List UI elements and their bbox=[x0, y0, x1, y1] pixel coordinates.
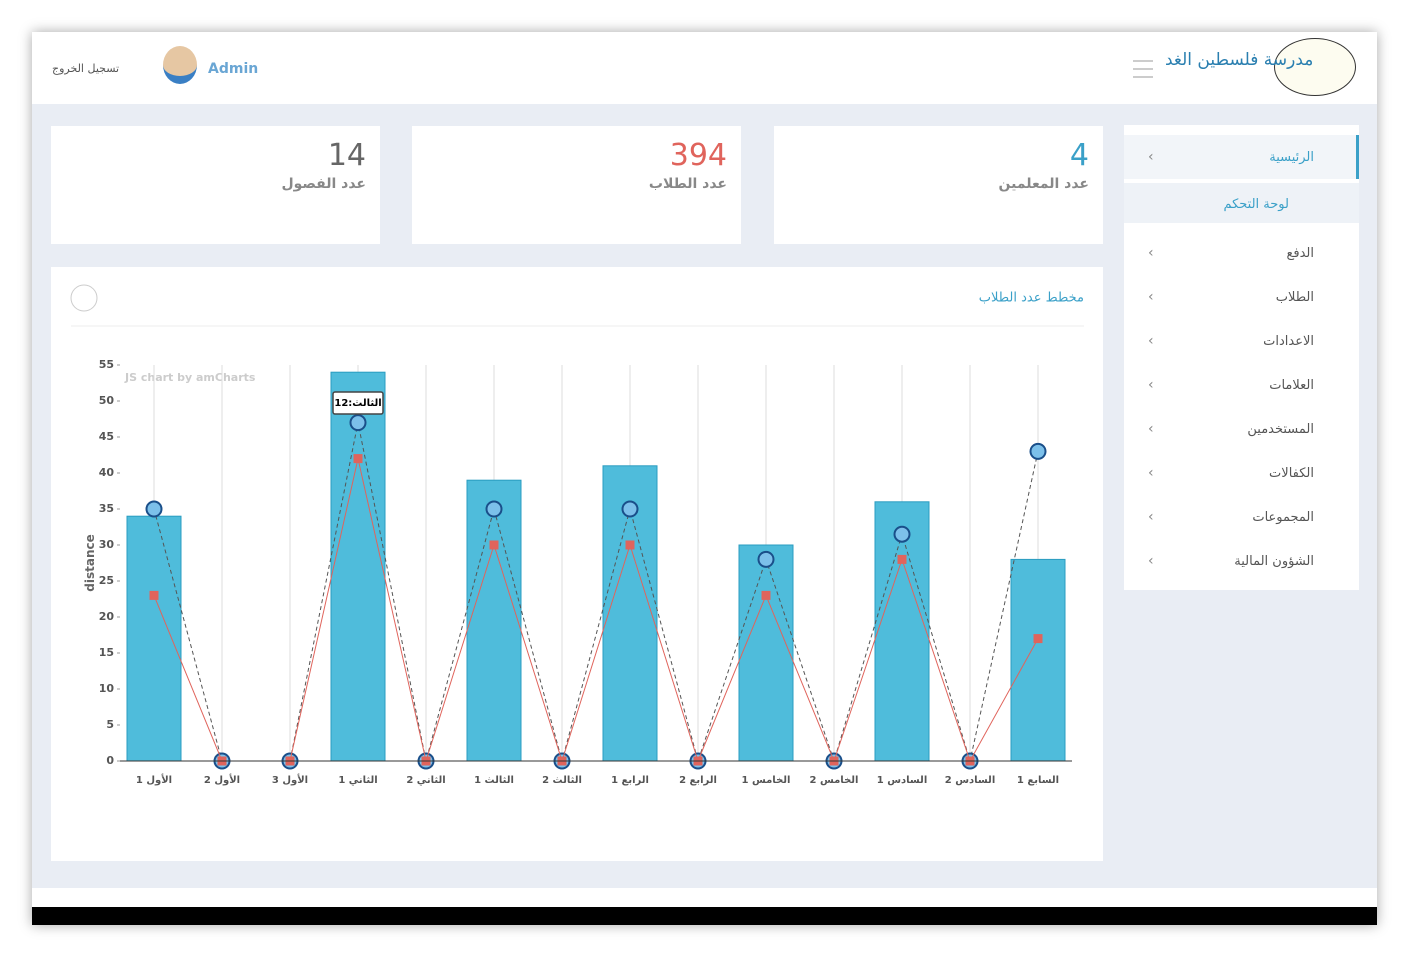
chevron: ‹ bbox=[1148, 289, 1154, 305]
bar bbox=[466, 479, 522, 762]
x-tick-label: الثالث 2 bbox=[542, 775, 582, 786]
user-avatar bbox=[163, 46, 197, 84]
school-name: مدرسة فلسطين الغد bbox=[1165, 50, 1314, 70]
tooltip-box bbox=[332, 391, 384, 415]
point bbox=[621, 500, 639, 518]
point bbox=[1029, 442, 1047, 460]
y-tick-label: 25 bbox=[99, 574, 114, 587]
point bbox=[349, 414, 367, 432]
bar bbox=[330, 371, 386, 762]
logout-link[interactable]: تسجيل الخروج bbox=[52, 62, 120, 75]
menu-item[interactable]: العلامات bbox=[1269, 378, 1314, 393]
chart: مخطط عدد الطلاب JS chart by amCharts dis… bbox=[70, 284, 1084, 786]
point bbox=[897, 554, 907, 564]
point bbox=[893, 525, 911, 543]
stat-card: 14 عدد الفصول bbox=[51, 126, 380, 244]
active-item-bg bbox=[1124, 135, 1359, 179]
footer-bar bbox=[32, 907, 1377, 925]
bar bbox=[738, 544, 794, 762]
stat-card: 4 عدد المعلمين bbox=[774, 126, 1103, 244]
point bbox=[353, 454, 363, 464]
sidebar: الرئيسية لوحة التحكم الدفع الطلاب الاعدا… bbox=[1124, 125, 1359, 590]
chevron: ‹ bbox=[1148, 377, 1154, 393]
point bbox=[485, 500, 503, 518]
y-tick-label: 15 bbox=[99, 646, 114, 659]
bar bbox=[874, 501, 930, 762]
x-tick-label: الثاني 1 bbox=[338, 775, 377, 786]
point bbox=[489, 540, 499, 550]
chart-panel: مخطط عدد الطلاب JS chart by amCharts dis… bbox=[51, 267, 1103, 861]
point bbox=[761, 590, 771, 600]
x-tick-label: الأول 1 bbox=[136, 773, 172, 786]
x-tick-label: الثاني 2 bbox=[406, 775, 445, 786]
menu-item[interactable]: الرئيسية bbox=[1269, 150, 1314, 165]
x-tick-label: الأول 3 bbox=[272, 773, 308, 786]
x-tick-label: الرابع 2 bbox=[679, 775, 717, 786]
chevron: ‹ bbox=[1148, 509, 1154, 525]
y-tick-label: 50 bbox=[99, 394, 115, 407]
menu-item[interactable]: الشؤون المالية bbox=[1234, 554, 1314, 569]
app-frame: مدرسة فلسطين الغد Admin تسجيل الخروج 4 ع… bbox=[32, 32, 1377, 925]
stat-card: 394 عدد الطلاب bbox=[412, 126, 741, 244]
stat-value: 394 bbox=[669, 138, 727, 173]
x-tick-label: السادس 2 bbox=[945, 775, 996, 786]
bar bbox=[1010, 558, 1066, 762]
x-tick-label: الأول 2 bbox=[204, 773, 240, 786]
school-logo bbox=[1274, 38, 1356, 96]
x-tick-label: السابع 1 bbox=[1017, 775, 1059, 786]
line bbox=[153, 422, 1039, 763]
header: مدرسة فلسطين الغد Admin تسجيل الخروج bbox=[32, 32, 1377, 104]
user-name[interactable]: Admin bbox=[208, 61, 259, 77]
chevron: ‹ bbox=[1148, 421, 1154, 437]
chevron: ‹ bbox=[1148, 149, 1154, 165]
menu-item[interactable]: المستخدمين bbox=[1247, 422, 1314, 437]
y-tick-label: 45 bbox=[99, 430, 114, 443]
stat-value: 4 bbox=[1069, 138, 1089, 173]
point bbox=[757, 550, 775, 568]
stat-value: 14 bbox=[327, 138, 366, 173]
chevron: ‹ bbox=[1148, 553, 1154, 569]
y-tick-label: 55 bbox=[99, 358, 114, 371]
stat-label: عدد الطلاب bbox=[648, 176, 727, 192]
point bbox=[625, 540, 635, 550]
menu-item[interactable]: الاعدادات bbox=[1263, 334, 1314, 349]
point bbox=[1033, 634, 1043, 644]
menu-item[interactable]: المجموعات bbox=[1252, 510, 1314, 525]
y-tick-label: 5 bbox=[106, 718, 114, 731]
chart-title: مخطط عدد الطلاب bbox=[979, 291, 1084, 306]
menu-item[interactable]: الدفع bbox=[1286, 246, 1314, 261]
menu-item[interactable]: الطلاب bbox=[1275, 290, 1314, 305]
point bbox=[145, 500, 163, 518]
x-tick-label: الثالث 1 bbox=[474, 775, 514, 786]
y-tick-label: 40 bbox=[99, 466, 115, 479]
chevron: ‹ bbox=[1148, 333, 1154, 349]
x-tick-label: الخامس 1 bbox=[742, 775, 791, 786]
menu-toggle[interactable] bbox=[1133, 60, 1153, 78]
footer bbox=[32, 888, 1377, 907]
x-tick-label: الرابع 1 bbox=[611, 775, 649, 786]
chevron: ‹ bbox=[1148, 465, 1154, 481]
chevron: ‹ bbox=[1148, 245, 1154, 261]
line bbox=[153, 458, 1039, 763]
y-tick-label: 30 bbox=[99, 538, 115, 551]
stat-label: عدد الفصول bbox=[281, 176, 366, 192]
bar bbox=[126, 515, 182, 762]
y-tick-label: 0 bbox=[106, 754, 114, 767]
x-tick-label: الخامس 2 bbox=[810, 775, 859, 786]
submenu-item[interactable]: لوحة التحكم bbox=[1223, 197, 1289, 212]
expand-button[interactable] bbox=[70, 284, 98, 312]
submenu-bg bbox=[1124, 183, 1359, 223]
x-tick-label: السادس 1 bbox=[877, 775, 928, 786]
y-tick-label: 10 bbox=[99, 682, 115, 695]
y-tick-label: 20 bbox=[99, 610, 115, 623]
y-tick-label: 35 bbox=[99, 502, 114, 515]
point bbox=[149, 590, 159, 600]
menu-item[interactable]: الكفالات bbox=[1269, 466, 1314, 481]
tooltip-text: الثالث:12 bbox=[334, 398, 381, 409]
y-axis-label: distance bbox=[83, 534, 97, 591]
chart-credit: JS chart by amCharts bbox=[124, 371, 256, 384]
stat-label: عدد المعلمين bbox=[998, 176, 1089, 192]
